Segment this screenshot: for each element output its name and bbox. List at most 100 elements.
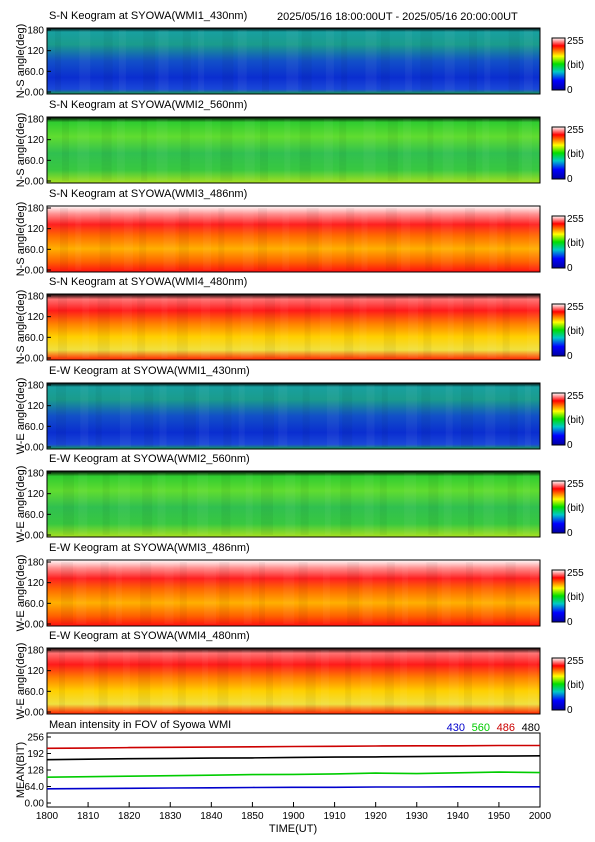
keogram-texture xyxy=(420,30,433,92)
keogram-texture xyxy=(83,650,95,712)
line-ytick-label: 0.00 xyxy=(25,799,45,810)
keogram-texture xyxy=(322,562,330,624)
keogram-texture xyxy=(380,30,390,92)
keogram-texture xyxy=(278,385,288,447)
keogram-texture xyxy=(528,208,540,270)
line-xtick-label: 1940 xyxy=(447,811,470,822)
keogram-panel: S-N Keogram at SYOWA(WMI2_560nm) N-S angl… xyxy=(15,99,584,188)
line-ytick-label: 128 xyxy=(27,766,44,777)
keogram-texture xyxy=(526,296,539,358)
line-xtick-label: 1900 xyxy=(282,811,305,822)
keogram-ytick-label: 120 xyxy=(27,666,44,677)
keogram-image xyxy=(47,294,540,360)
line-xtick-label: 1910 xyxy=(323,811,346,822)
keogram-texture xyxy=(97,296,110,358)
keogram-title: S-N Keogram at SYOWA(WMI4_480nm) xyxy=(49,276,247,288)
colorbar-unit-label: (bit) xyxy=(567,592,584,603)
keogram-texture xyxy=(406,385,418,447)
keogram-texture xyxy=(305,650,316,712)
keogram-texture xyxy=(162,650,173,712)
keogram-texture xyxy=(342,385,353,447)
keogram-texture xyxy=(223,385,232,447)
keogram-ytick-label: 180 xyxy=(27,469,44,480)
keogram-ytick-label: 120 xyxy=(27,46,44,57)
keogram-texture xyxy=(428,473,439,535)
line-chart-title: Mean intensity in FOV of Syowa WMI xyxy=(49,719,231,731)
keogram-texture xyxy=(179,562,187,624)
time-range-header: 2025/05/16 18:00:00UT - 2025/05/16 20:00… xyxy=(277,11,518,23)
keogram-texture xyxy=(484,30,491,92)
keogram-texture xyxy=(466,562,473,624)
keogram-ytick-label: 180 xyxy=(27,204,44,215)
keogram-texture xyxy=(523,30,533,92)
keogram-texture xyxy=(161,296,168,358)
keogram-texture xyxy=(180,119,190,181)
keogram-texture xyxy=(244,119,255,181)
keogram-texture xyxy=(304,296,311,358)
keogram-frame xyxy=(46,647,541,715)
keogram-texture xyxy=(205,119,213,181)
keogram-ytick-label: 60.0 xyxy=(25,422,45,433)
keogram-texture xyxy=(299,119,311,181)
keogram-texture xyxy=(347,562,360,624)
keogram-image xyxy=(47,648,540,714)
keogram-ytick-label: 0.00 xyxy=(25,88,45,99)
keogram-texture xyxy=(507,473,517,535)
keogram-texture xyxy=(385,208,397,270)
colorbar-max-label: 255 xyxy=(567,656,584,667)
keogram-image xyxy=(47,28,540,94)
colorbar-min-label: 0 xyxy=(567,440,573,451)
keogram-texture xyxy=(237,30,247,92)
colorbar xyxy=(551,480,566,534)
keogram-title: S-N Keogram at SYOWA(WMI1_430nm) xyxy=(49,10,247,22)
keogram-texture xyxy=(280,296,289,358)
keogram-texture xyxy=(243,562,252,624)
keogram-texture xyxy=(101,119,112,181)
keogram-texture xyxy=(123,208,133,270)
keogram-panel: S-N Keogram at SYOWA(WMI1_430nm) N-S angl… xyxy=(15,10,584,99)
keogram-texture xyxy=(181,473,188,535)
keogram-texture xyxy=(386,562,395,624)
keogram-ytick-label: 180 xyxy=(27,381,44,392)
keogram-texture xyxy=(359,296,367,358)
colorbar-min-label: 0 xyxy=(567,263,573,274)
keogram-texture xyxy=(159,385,167,447)
keogram-ylabel: W-E angle(deg) xyxy=(15,643,27,720)
keogram-texture xyxy=(447,296,454,358)
legend-item: 480 xyxy=(522,722,540,734)
keogram-texture xyxy=(76,562,87,624)
colorbar-min-label: 0 xyxy=(567,85,573,96)
colorbar xyxy=(551,37,566,91)
line-chart-frame xyxy=(46,732,541,808)
keogram-texture xyxy=(468,473,474,535)
keogram-ytick-label: 60.0 xyxy=(25,510,45,521)
keogram-texture xyxy=(222,30,234,92)
keogram-texture xyxy=(383,296,396,358)
keogram-texture xyxy=(62,119,69,181)
keogram-ylabel: W-E angle(deg) xyxy=(15,466,27,543)
keogram-texture xyxy=(401,208,411,270)
keogram-texture xyxy=(117,473,130,535)
keogram-texture xyxy=(425,208,433,270)
colorbar-max-label: 255 xyxy=(567,36,584,47)
keogram-texture xyxy=(219,562,230,624)
legend-item: 486 xyxy=(497,722,515,734)
keogram-title: S-N Keogram at SYOWA(WMI2_560nm) xyxy=(49,99,247,111)
keogram-texture xyxy=(286,30,299,92)
keogram-texture xyxy=(55,30,61,92)
keogram-image xyxy=(47,206,540,272)
keogram-texture xyxy=(138,650,151,712)
keogram-texture xyxy=(121,296,132,358)
keogram-texture xyxy=(78,473,88,535)
keogram-texture xyxy=(344,296,354,358)
line-xtick-label: 2000 xyxy=(529,811,552,822)
line-series-480 xyxy=(46,755,541,761)
line-xtick-label: 1840 xyxy=(200,811,223,822)
line-xtick-label: 1930 xyxy=(406,811,429,822)
keogram-texture xyxy=(217,650,229,712)
keogram-texture xyxy=(283,562,295,624)
keogram-texture xyxy=(158,30,169,92)
keogram-texture xyxy=(260,119,268,181)
keogram-texture xyxy=(319,296,331,358)
